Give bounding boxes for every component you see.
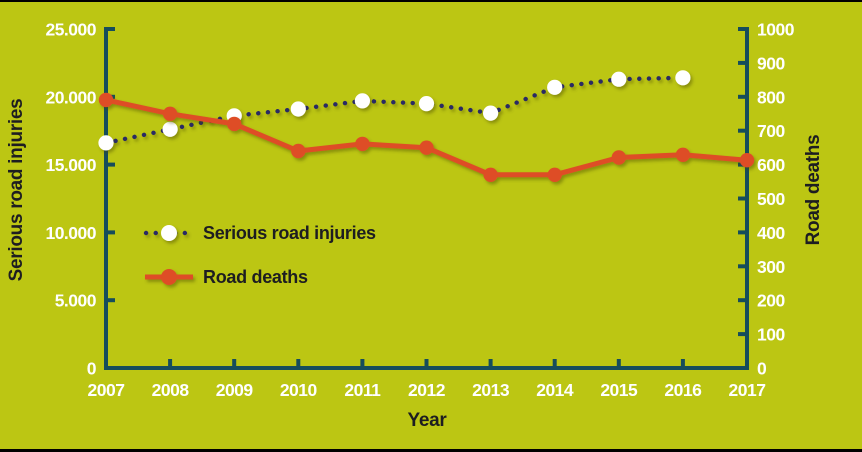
right-axis-tick-label: 500 bbox=[757, 189, 785, 209]
right-axis-tick bbox=[738, 27, 745, 31]
left-axis-line bbox=[104, 27, 108, 370]
series-deaths bbox=[98, 92, 755, 182]
injuries-line bbox=[103, 75, 686, 146]
x-axis-tick bbox=[360, 359, 365, 366]
left-axis-tick-label: 25.000 bbox=[45, 20, 96, 40]
right-axis-tick-label: 700 bbox=[757, 121, 785, 141]
x-axis-tick-label: 2014 bbox=[536, 380, 574, 400]
x-axis-tick bbox=[296, 359, 301, 366]
injuries-data-point bbox=[418, 96, 435, 112]
legend-label-serious-road-injuries: Serious road injuries bbox=[203, 223, 376, 243]
deaths-data-point bbox=[739, 153, 755, 168]
x-axis-tick bbox=[424, 359, 429, 366]
left-axis-tick-label: 0 bbox=[87, 359, 97, 379]
injuries-data-point bbox=[675, 70, 691, 86]
right-axis-tick bbox=[738, 230, 745, 235]
axes: 0 5.000 10.000 15.000 20.000 25.000 0 100 200 300… bbox=[45, 20, 795, 401]
x-axis-tick bbox=[488, 359, 493, 366]
deaths-data-point bbox=[291, 143, 306, 159]
x-axis-tick-label: 2007 bbox=[88, 380, 125, 400]
x-axis-title: Year bbox=[408, 410, 448, 431]
x-axis-tick-label: 2009 bbox=[216, 380, 254, 400]
injuries-data-point bbox=[611, 71, 627, 87]
right-axis-tick-label: 100 bbox=[757, 325, 785, 345]
right-axis-tick bbox=[738, 196, 745, 201]
left-axis-tick bbox=[108, 298, 115, 303]
injuries-data-point bbox=[547, 79, 563, 95]
injuries-data-point bbox=[162, 121, 178, 137]
right-axis-tick bbox=[738, 332, 745, 337]
right-axis-tick-label: 900 bbox=[757, 53, 785, 73]
x-axis-tick-label: 2016 bbox=[664, 380, 702, 400]
left-axis-tick bbox=[108, 27, 115, 31]
x-axis-tick-label: 2017 bbox=[729, 380, 766, 400]
x-axis-tick-label: 2013 bbox=[472, 380, 510, 400]
x-axis-tick-label: 2012 bbox=[408, 380, 446, 400]
x-axis-tick-label: 2008 bbox=[152, 380, 190, 400]
right-axis-tick-label: 400 bbox=[757, 223, 785, 243]
legend-sample-deaths bbox=[145, 269, 193, 285]
x-axis-tick bbox=[168, 359, 173, 366]
legend-deaths-marker-icon bbox=[161, 269, 177, 285]
x-axis-tick bbox=[232, 359, 237, 366]
deaths-data-point bbox=[675, 147, 691, 162]
legend: Serious road injuries Road deaths bbox=[143, 223, 376, 287]
left-axis-tick-label: 20.000 bbox=[45, 87, 96, 107]
right-axis-tick-label: 200 bbox=[757, 291, 785, 311]
deaths-data-point bbox=[483, 167, 498, 182]
right-axis-tick bbox=[738, 298, 745, 303]
right-axis-tick-label: 300 bbox=[757, 257, 785, 277]
right-axis-tick bbox=[738, 60, 745, 65]
deaths-data-point bbox=[419, 140, 434, 155]
top-border-bar bbox=[0, 0, 862, 2]
legend-sample-injuries bbox=[143, 225, 195, 241]
right-axis-tick bbox=[738, 264, 745, 269]
deaths-data-point bbox=[611, 150, 626, 165]
legend-injuries-marker-icon bbox=[161, 225, 177, 241]
right-axis-tick bbox=[738, 94, 745, 99]
left-axis-tick-label: 5.000 bbox=[55, 291, 97, 311]
injuries-data-point bbox=[98, 135, 114, 151]
injuries-data-point bbox=[290, 101, 306, 117]
x-axis-tick-label: 2011 bbox=[344, 380, 381, 400]
injuries-data-point bbox=[354, 93, 370, 109]
bottom-border-bar bbox=[0, 449, 862, 452]
legend-samples bbox=[143, 225, 195, 285]
deaths-data-point bbox=[98, 92, 114, 108]
deaths-data-point bbox=[227, 116, 242, 132]
right-axis-tick-label: 800 bbox=[757, 87, 785, 107]
deaths-data-point bbox=[547, 167, 562, 182]
x-axis-tick-label: 2010 bbox=[280, 380, 318, 400]
x-axis-tick-label: 2015 bbox=[600, 380, 638, 400]
right-axis-tick bbox=[738, 128, 745, 133]
right-axis-tick-label: 600 bbox=[757, 155, 785, 175]
deaths-data-point bbox=[355, 136, 370, 152]
x-axis-tick bbox=[616, 359, 621, 366]
x-axis-tick bbox=[680, 359, 685, 366]
left-axis-tick bbox=[108, 162, 115, 167]
left-axis-tick-label: 10.000 bbox=[45, 223, 96, 243]
x-axis-tick bbox=[552, 359, 557, 366]
legend-label-road-deaths: Road deaths bbox=[203, 267, 308, 287]
right-axis-tick-label: 1000 bbox=[757, 20, 795, 40]
x-axis-line bbox=[104, 366, 749, 370]
right-axis-line bbox=[745, 27, 749, 370]
left-axis-title: Serious road injuries bbox=[6, 99, 27, 282]
left-axis-tick-label: 15.000 bbox=[45, 155, 96, 175]
right-axis-title: Road deaths bbox=[803, 135, 824, 246]
injuries-data-point bbox=[483, 105, 499, 121]
left-axis-tick bbox=[108, 230, 115, 235]
data-series bbox=[98, 70, 755, 182]
right-axis-tick-label: 0 bbox=[757, 359, 767, 379]
deaths-data-point bbox=[162, 106, 178, 122]
